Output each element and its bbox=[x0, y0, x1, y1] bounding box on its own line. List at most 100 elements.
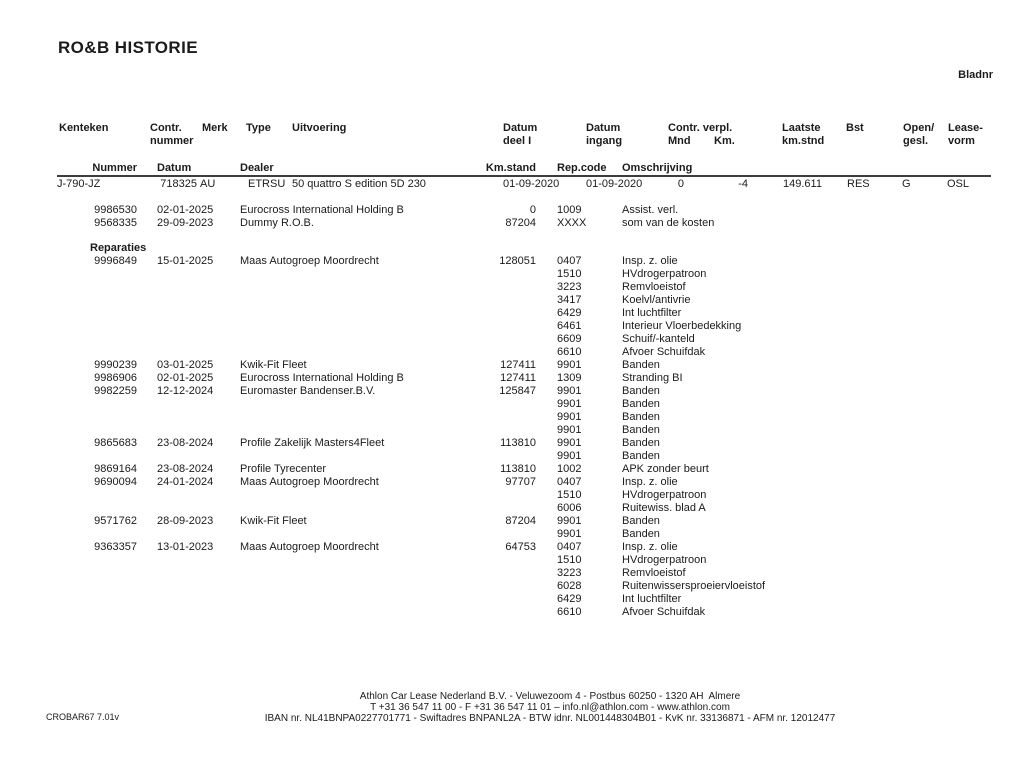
col-omschrijving: Omschrijving bbox=[622, 162, 693, 174]
entry-description: Banden bbox=[622, 515, 660, 527]
entry-repcode: 9901 bbox=[557, 385, 582, 397]
history-row: 9869164 23-08-2024 Profile Tyrecenter 11381… bbox=[0, 463, 1024, 476]
entry-dealer: Eurocross International Holding B bbox=[240, 204, 404, 216]
entry-date: 02-01-2025 bbox=[157, 372, 214, 384]
entry-number: 9571762 bbox=[94, 515, 137, 527]
col-open-gesl-2: gesl. bbox=[903, 135, 929, 147]
entry-repcode: 6610 bbox=[557, 606, 582, 618]
entry-description: Banden bbox=[622, 385, 660, 397]
col-nummer: Nummer bbox=[92, 162, 137, 174]
entry-description: HVdrogerpatroon bbox=[622, 268, 707, 280]
entry-number: 9865683 bbox=[94, 437, 137, 449]
footer-address: Athlon Car Lease Nederland B.V. - Veluwe… bbox=[359, 691, 741, 702]
entry-dealer: Kwik-Fit Fleet bbox=[240, 515, 307, 527]
entry-repcode: 9901 bbox=[557, 515, 582, 527]
entry-number: 9986530 bbox=[94, 204, 137, 216]
col-contr-nummer: Contr. bbox=[150, 122, 182, 134]
entry-repcode: 1309 bbox=[557, 372, 582, 384]
entry-repcode: 6429 bbox=[557, 593, 582, 605]
entry-description: Remvloeistof bbox=[622, 281, 686, 293]
company-footer: Athlon Car Lease Nederland B.V. - Veluwe… bbox=[80, 691, 1020, 724]
history-row: 9996849 15-01-2025 Maas Autogroep Moordrec… bbox=[0, 255, 1024, 268]
entry-description: HVdrogerpatroon bbox=[622, 489, 707, 501]
entry-description: Banden bbox=[622, 424, 660, 436]
entry-repcode: 6006 bbox=[557, 502, 582, 514]
col-bst: Bst bbox=[846, 122, 864, 134]
entry-repcode: 3417 bbox=[557, 294, 582, 306]
entry-dealer: Maas Autogroep Moordrecht bbox=[240, 476, 379, 488]
contract-open-gesl: G bbox=[902, 178, 911, 190]
entry-dealer: Profile Tyrecenter bbox=[240, 463, 327, 475]
entry-number: 9568335 bbox=[94, 217, 137, 229]
entry-date: 13-01-2023 bbox=[157, 541, 214, 553]
entry-kmstand: 87204 bbox=[505, 217, 536, 229]
entry-date: 28-09-2023 bbox=[157, 515, 214, 527]
history-row-continuation: 3223 Remvloeistof bbox=[0, 567, 1024, 580]
entry-description: Interieur Vloerbedekking bbox=[622, 320, 742, 332]
col-laatste-kmstnd: Laatste bbox=[782, 122, 821, 134]
history-row: 9690094 24-01-2024 Maas Autogroep Moordrec… bbox=[0, 476, 1024, 489]
history-row-continuation: 6461 Interieur Vloerbedekking bbox=[0, 320, 1024, 333]
contract-row: J-790-JZ 718325 AU ETRSU 50 quattro S ed… bbox=[0, 178, 1024, 191]
col-datum-ingang: Datum bbox=[586, 122, 621, 134]
entry-repcode: 9901 bbox=[557, 424, 582, 436]
col-mnd: Mnd bbox=[668, 135, 691, 147]
entry-number: 9363357 bbox=[94, 541, 137, 553]
history-row: 9986530 02-01-2025 Eurocross International… bbox=[0, 204, 1024, 217]
history-row-continuation: 6429 Int luchtfilter bbox=[0, 593, 1024, 606]
entry-description: Int luchtfilter bbox=[622, 307, 682, 319]
col-repcode: Rep.code bbox=[557, 162, 607, 174]
entry-number: 9982259 bbox=[94, 385, 137, 397]
entry-kmstand: 87204 bbox=[505, 515, 536, 527]
entry-description: Banden bbox=[622, 411, 660, 423]
entry-repcode: 9901 bbox=[557, 411, 582, 423]
entry-repcode: 9901 bbox=[557, 437, 582, 449]
report-title: RO&B HISTORIE bbox=[58, 38, 198, 57]
col-contr-verpl: Contr. verpl. bbox=[668, 122, 733, 134]
entry-date: 02-01-2025 bbox=[157, 204, 214, 216]
col-open-gesl: Open/ bbox=[903, 122, 935, 134]
section-heading: Reparaties bbox=[90, 242, 147, 254]
col-leasevorm: Lease- bbox=[948, 122, 983, 134]
col-leasevorm-2: vorm bbox=[948, 135, 975, 147]
footer-contact: T +31 36 547 11 00 - F +31 36 547 11 01 … bbox=[370, 702, 730, 713]
history-row-continuation: 6610 Afvoer Schuifdak bbox=[0, 346, 1024, 359]
entry-date: 24-01-2024 bbox=[157, 476, 214, 488]
entry-repcode: 6028 bbox=[557, 580, 582, 592]
history-row-continuation: 9901 Banden bbox=[0, 424, 1024, 437]
entry-description: Ruitewiss. blad A bbox=[622, 502, 706, 514]
entry-repcode: 9901 bbox=[557, 398, 582, 410]
entry-kmstand: 127411 bbox=[500, 359, 536, 371]
entry-repcode: XXXX bbox=[557, 217, 587, 229]
entry-kmstand: 128051 bbox=[499, 255, 536, 267]
history-row: 9982259 12-12-2024 Euromaster Bandenser.B.… bbox=[0, 385, 1024, 398]
history-row: 9865683 23-08-2024 Profile Zakelijk Master… bbox=[0, 437, 1024, 450]
entry-kmstand: 125847 bbox=[499, 385, 536, 397]
contract-bst: RES bbox=[847, 178, 870, 190]
entry-repcode: 1510 bbox=[557, 554, 582, 566]
col-laatste-kmstnd-2: km.stnd bbox=[782, 135, 825, 147]
entry-description: Insp. z. olie bbox=[622, 541, 678, 553]
entry-description: Insp. z. olie bbox=[622, 255, 678, 267]
entry-date: 03-01-2025 bbox=[157, 359, 214, 371]
entry-repcode: 0407 bbox=[557, 476, 582, 488]
entry-repcode: 3223 bbox=[557, 281, 582, 293]
contract-kenteken: J-790-JZ bbox=[57, 178, 101, 190]
col-datum-deel-i: Datum bbox=[503, 122, 538, 134]
entry-repcode: 1510 bbox=[557, 489, 582, 501]
entry-repcode: 6609 bbox=[557, 333, 582, 345]
col-dealer: Dealer bbox=[240, 162, 274, 174]
entry-number: 9869164 bbox=[94, 463, 137, 475]
history-row-continuation: 6028 Ruitenwissersproeiervloeistof bbox=[0, 580, 1024, 593]
history-row-continuation: 9901 Banden bbox=[0, 528, 1024, 541]
entry-number: 9996849 bbox=[94, 255, 137, 267]
entry-description: Ruitenwissersproeiervloeistof bbox=[622, 580, 766, 592]
entry-description: Schuif/-kanteld bbox=[622, 333, 695, 345]
entry-description: Banden bbox=[622, 437, 660, 449]
history-row-continuation: 6429 Int luchtfilter bbox=[0, 307, 1024, 320]
entry-description: Afvoer Schuifdak bbox=[622, 346, 706, 358]
entry-repcode: 6461 bbox=[557, 320, 582, 332]
entry-dealer: Maas Autogroep Moordrecht bbox=[240, 541, 379, 553]
bladnr-label: Bladnr bbox=[958, 69, 993, 81]
contract-merk: AU bbox=[200, 178, 216, 190]
